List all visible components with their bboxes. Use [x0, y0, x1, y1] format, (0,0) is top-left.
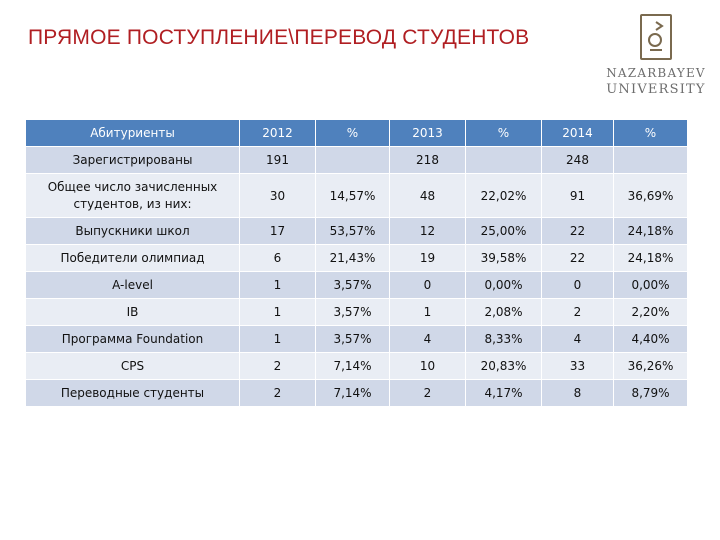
table-cell: 48 [390, 174, 466, 218]
table-cell: 91 [542, 174, 614, 218]
table-cell: 22,02% [466, 174, 542, 218]
row-label: Переводные студенты [26, 380, 240, 407]
row-label: Победители олимпиад [26, 245, 240, 272]
table-cell: 4,40% [614, 326, 688, 353]
table-cell: 1 [390, 299, 466, 326]
table-cell: 7,14% [316, 353, 390, 380]
table-cell: 2 [390, 380, 466, 407]
table-cell: 24,18% [614, 245, 688, 272]
table-cell: 0 [390, 272, 466, 299]
column-header: % [614, 120, 688, 147]
table-row: Победители олимпиад 6 21,43% 19 39,58% 22 24,1… [26, 245, 688, 272]
table-cell: 8,79% [614, 380, 688, 407]
table-row: Общее число зачисленных студентов, из ни… [26, 174, 688, 218]
table-cell: 12 [390, 218, 466, 245]
table-cell: 17 [240, 218, 316, 245]
table-cell: 191 [240, 147, 316, 174]
table-cell: 2 [240, 380, 316, 407]
table-cell: 4 [542, 326, 614, 353]
university-logo: NAZARBAYEV UNIVERSITY [600, 14, 712, 100]
table-cell: 8,33% [466, 326, 542, 353]
table-row: A-level 1 3,57% 0 0,00% 0 0,00% [26, 272, 688, 299]
table-cell [614, 147, 688, 174]
table-row: Выпускники школ 17 53,57% 12 25,00% 22 24,18% [26, 218, 688, 245]
column-header: 2014 [542, 120, 614, 147]
table-cell: 218 [390, 147, 466, 174]
table-row: Зарегистрированы 191 218 248 [26, 147, 688, 174]
row-label: CPS [26, 353, 240, 380]
table-cell: 4 [390, 326, 466, 353]
table-row: IB 1 3,57% 1 2,08% 2 2,20% [26, 299, 688, 326]
table-cell: 1 [240, 272, 316, 299]
table-cell [466, 147, 542, 174]
table-cell: 4,17% [466, 380, 542, 407]
table-cell: 36,69% [614, 174, 688, 218]
table-cell: 3,57% [316, 272, 390, 299]
row-label: Общее число зачисленных студентов, из ни… [26, 174, 240, 218]
emblem-icon [640, 14, 672, 60]
table-cell: 33 [542, 353, 614, 380]
row-label: A-level [26, 272, 240, 299]
row-label: Зарегистрированы [26, 147, 240, 174]
column-header: 2013 [390, 120, 466, 147]
table-cell: 20,83% [466, 353, 542, 380]
table-cell: 2,08% [466, 299, 542, 326]
table-cell: 39,58% [466, 245, 542, 272]
row-label: IB [26, 299, 240, 326]
table-cell: 0 [542, 272, 614, 299]
column-header: Абитуриенты [26, 120, 240, 147]
table-cell: 1 [240, 326, 316, 353]
row-label: Выпускники школ [26, 218, 240, 245]
table-cell: 8 [542, 380, 614, 407]
table-cell: 2 [240, 353, 316, 380]
row-label: Программа Foundation [26, 326, 240, 353]
table-cell: 3,57% [316, 326, 390, 353]
table-row: Переводные студенты 2 7,14% 2 4,17% 8 8,79% [26, 380, 688, 407]
table-cell: 2,20% [614, 299, 688, 326]
table-cell: 24,18% [614, 218, 688, 245]
table-cell [316, 147, 390, 174]
logo-text-line1: NAZARBAYEV [606, 66, 706, 80]
table-row: Программа Foundation 1 3,57% 4 8,33% 4 4,40% [26, 326, 688, 353]
table-cell: 36,26% [614, 353, 688, 380]
column-header: 2012 [240, 120, 316, 147]
table-cell: 248 [542, 147, 614, 174]
table-cell: 14,57% [316, 174, 390, 218]
page-title: ПРЯМОЕ ПОСТУПЛЕНИЕ\ПЕРЕВОД СТУДЕНТОВ [28, 26, 530, 49]
admissions-table: Абитуриенты 2012 % 2013 % 2014 % Зарегис… [26, 120, 688, 407]
table-cell: 22 [542, 245, 614, 272]
table-cell: 19 [390, 245, 466, 272]
column-header: % [316, 120, 390, 147]
table-row: CPS 2 7,14% 10 20,83% 33 36,26% [26, 353, 688, 380]
table-header-row: Абитуриенты 2012 % 2013 % 2014 % [26, 120, 688, 147]
table-cell: 22 [542, 218, 614, 245]
table-cell: 0,00% [466, 272, 542, 299]
table-cell: 30 [240, 174, 316, 218]
table-cell: 1 [240, 299, 316, 326]
logo-text-line2: UNIVERSITY [606, 82, 706, 97]
table-cell: 7,14% [316, 380, 390, 407]
table-cell: 25,00% [466, 218, 542, 245]
column-header: % [466, 120, 542, 147]
table-cell: 2 [542, 299, 614, 326]
table-cell: 21,43% [316, 245, 390, 272]
table-cell: 53,57% [316, 218, 390, 245]
table-cell: 3,57% [316, 299, 390, 326]
table-cell: 10 [390, 353, 466, 380]
table-cell: 6 [240, 245, 316, 272]
table-cell: 0,00% [614, 272, 688, 299]
